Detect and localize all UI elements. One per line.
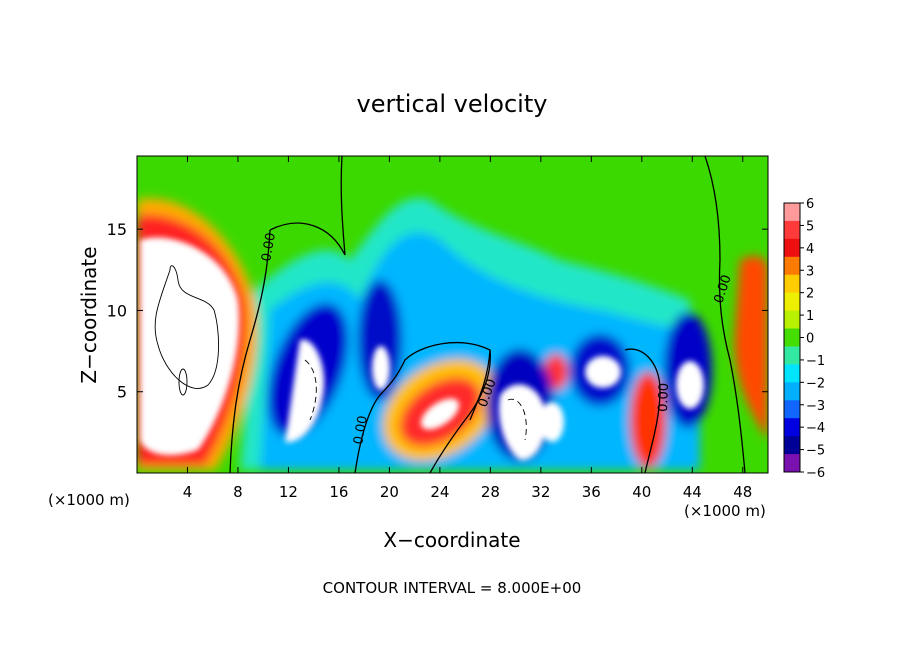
colorbar-label: 1: [806, 309, 814, 324]
downdraft-30km-white-core: [498, 384, 546, 461]
x-axis: 4 8 12 16 20 24 28 32 36 40 44 48: [183, 156, 752, 501]
x-tick-label: 48: [733, 483, 752, 501]
contour-label: 0.00: [351, 415, 371, 446]
chart-title: vertical velocity: [357, 90, 548, 118]
y-tick-label: 10: [107, 301, 127, 320]
colorbar-swatch: [784, 436, 800, 455]
colorbar-swatch: [784, 220, 800, 240]
colorbar-label: 6: [806, 197, 814, 212]
colorbar-swatch: [784, 292, 800, 311]
colorbar-swatch: [784, 256, 800, 276]
x-unit-left: (×1000 m): [48, 491, 130, 509]
x-tick-label: 16: [329, 483, 348, 501]
left-inner-contour: [154, 265, 219, 389]
colorbar-label: −3: [806, 399, 825, 414]
zero-contour-left-lower: [229, 229, 271, 473]
colorbar-swatch: [784, 274, 800, 294]
colorbar-label: 3: [806, 264, 814, 279]
zero-contours: [229, 156, 746, 473]
contour-interval-note: CONTOUR INTERVAL = 8.000E+00: [323, 579, 582, 597]
x-tick-label: 44: [683, 483, 702, 501]
colorbar-label: −6: [806, 466, 825, 481]
downdraft-19km: [358, 280, 402, 400]
colorbar-swatch: [784, 400, 800, 419]
velocity-field: [137, 198, 768, 471]
colorbar-swatch: [784, 310, 800, 329]
updraft-40km: [630, 372, 666, 468]
x-tick-label: 20: [380, 483, 399, 501]
y-axis-label: Z−coordinate: [77, 246, 101, 383]
colorbar-swatch: [784, 328, 800, 347]
x-tick-label: 8: [233, 483, 243, 501]
colorbar-label: 2: [806, 287, 814, 302]
x-tick-label: 40: [632, 483, 651, 501]
colorbar-swatch: [784, 346, 800, 365]
colorbar-label: −1: [806, 354, 825, 369]
x-tick-label: 24: [430, 483, 449, 501]
saturated-cores: [140, 237, 704, 461]
colorbar-swatch: [784, 454, 800, 473]
zero-contour-mid: [354, 342, 491, 473]
x-unit-right: (×1000 m): [684, 502, 766, 520]
downdraft-19km-white-core: [372, 346, 390, 390]
inner-contours: [154, 265, 527, 441]
downdraft-43km-white-core: [676, 361, 704, 409]
y-tick-label: 5: [117, 383, 127, 402]
x-tick-label: 36: [582, 483, 601, 501]
x-tick-label: 28: [481, 483, 500, 501]
colorbar-swatch: [784, 382, 800, 401]
x-tick-label: 32: [531, 483, 550, 501]
colorbar-label: −2: [806, 376, 825, 391]
y-axis: 5 10 15: [107, 220, 768, 402]
right-updraft: [734, 255, 768, 440]
downdraft-contour-12km: [304, 359, 317, 421]
x-tick-label: 4: [183, 483, 193, 501]
downdraft-12km-white-core: [285, 339, 325, 443]
contour-label: 0.00: [656, 383, 672, 412]
colorbar-label: 5: [806, 219, 814, 234]
zero-contour-40km: [624, 348, 661, 473]
central-updraft-white-core: [420, 398, 460, 430]
left-inner-loop: [178, 368, 188, 396]
colorbar-label: −5: [806, 444, 825, 459]
x-tick-label: 12: [279, 483, 298, 501]
colorbar-label: −4: [806, 421, 825, 436]
colorbar-swatch: [784, 238, 800, 258]
downdraft-contour-30km: [507, 398, 527, 441]
downdraft-37km-white-core: [585, 356, 621, 388]
zero-contour-mid2: [469, 349, 491, 421]
colorbar-label: 4: [806, 242, 814, 257]
colorbar-swatch: [784, 203, 800, 222]
colorbar: 6 5 4 3 2 1 0 −1 −2 −3 −4 −5 −6: [783, 197, 825, 481]
left-updraft-white-core: [140, 237, 240, 456]
contour-label: 0.00: [259, 232, 279, 263]
y-tick-label: 15: [107, 220, 127, 239]
colorbar-label: 0: [806, 332, 814, 347]
zero-contour-left: [269, 156, 346, 256]
plot-area: [137, 156, 768, 473]
downdraft-33km-white-core: [540, 402, 564, 442]
colorbar-swatch: [784, 418, 800, 437]
plot-frame: [136, 155, 769, 474]
x-axis-label: X−coordinate: [383, 528, 520, 552]
zero-contour-right: [704, 156, 746, 473]
colorbar-swatch: [784, 364, 800, 383]
